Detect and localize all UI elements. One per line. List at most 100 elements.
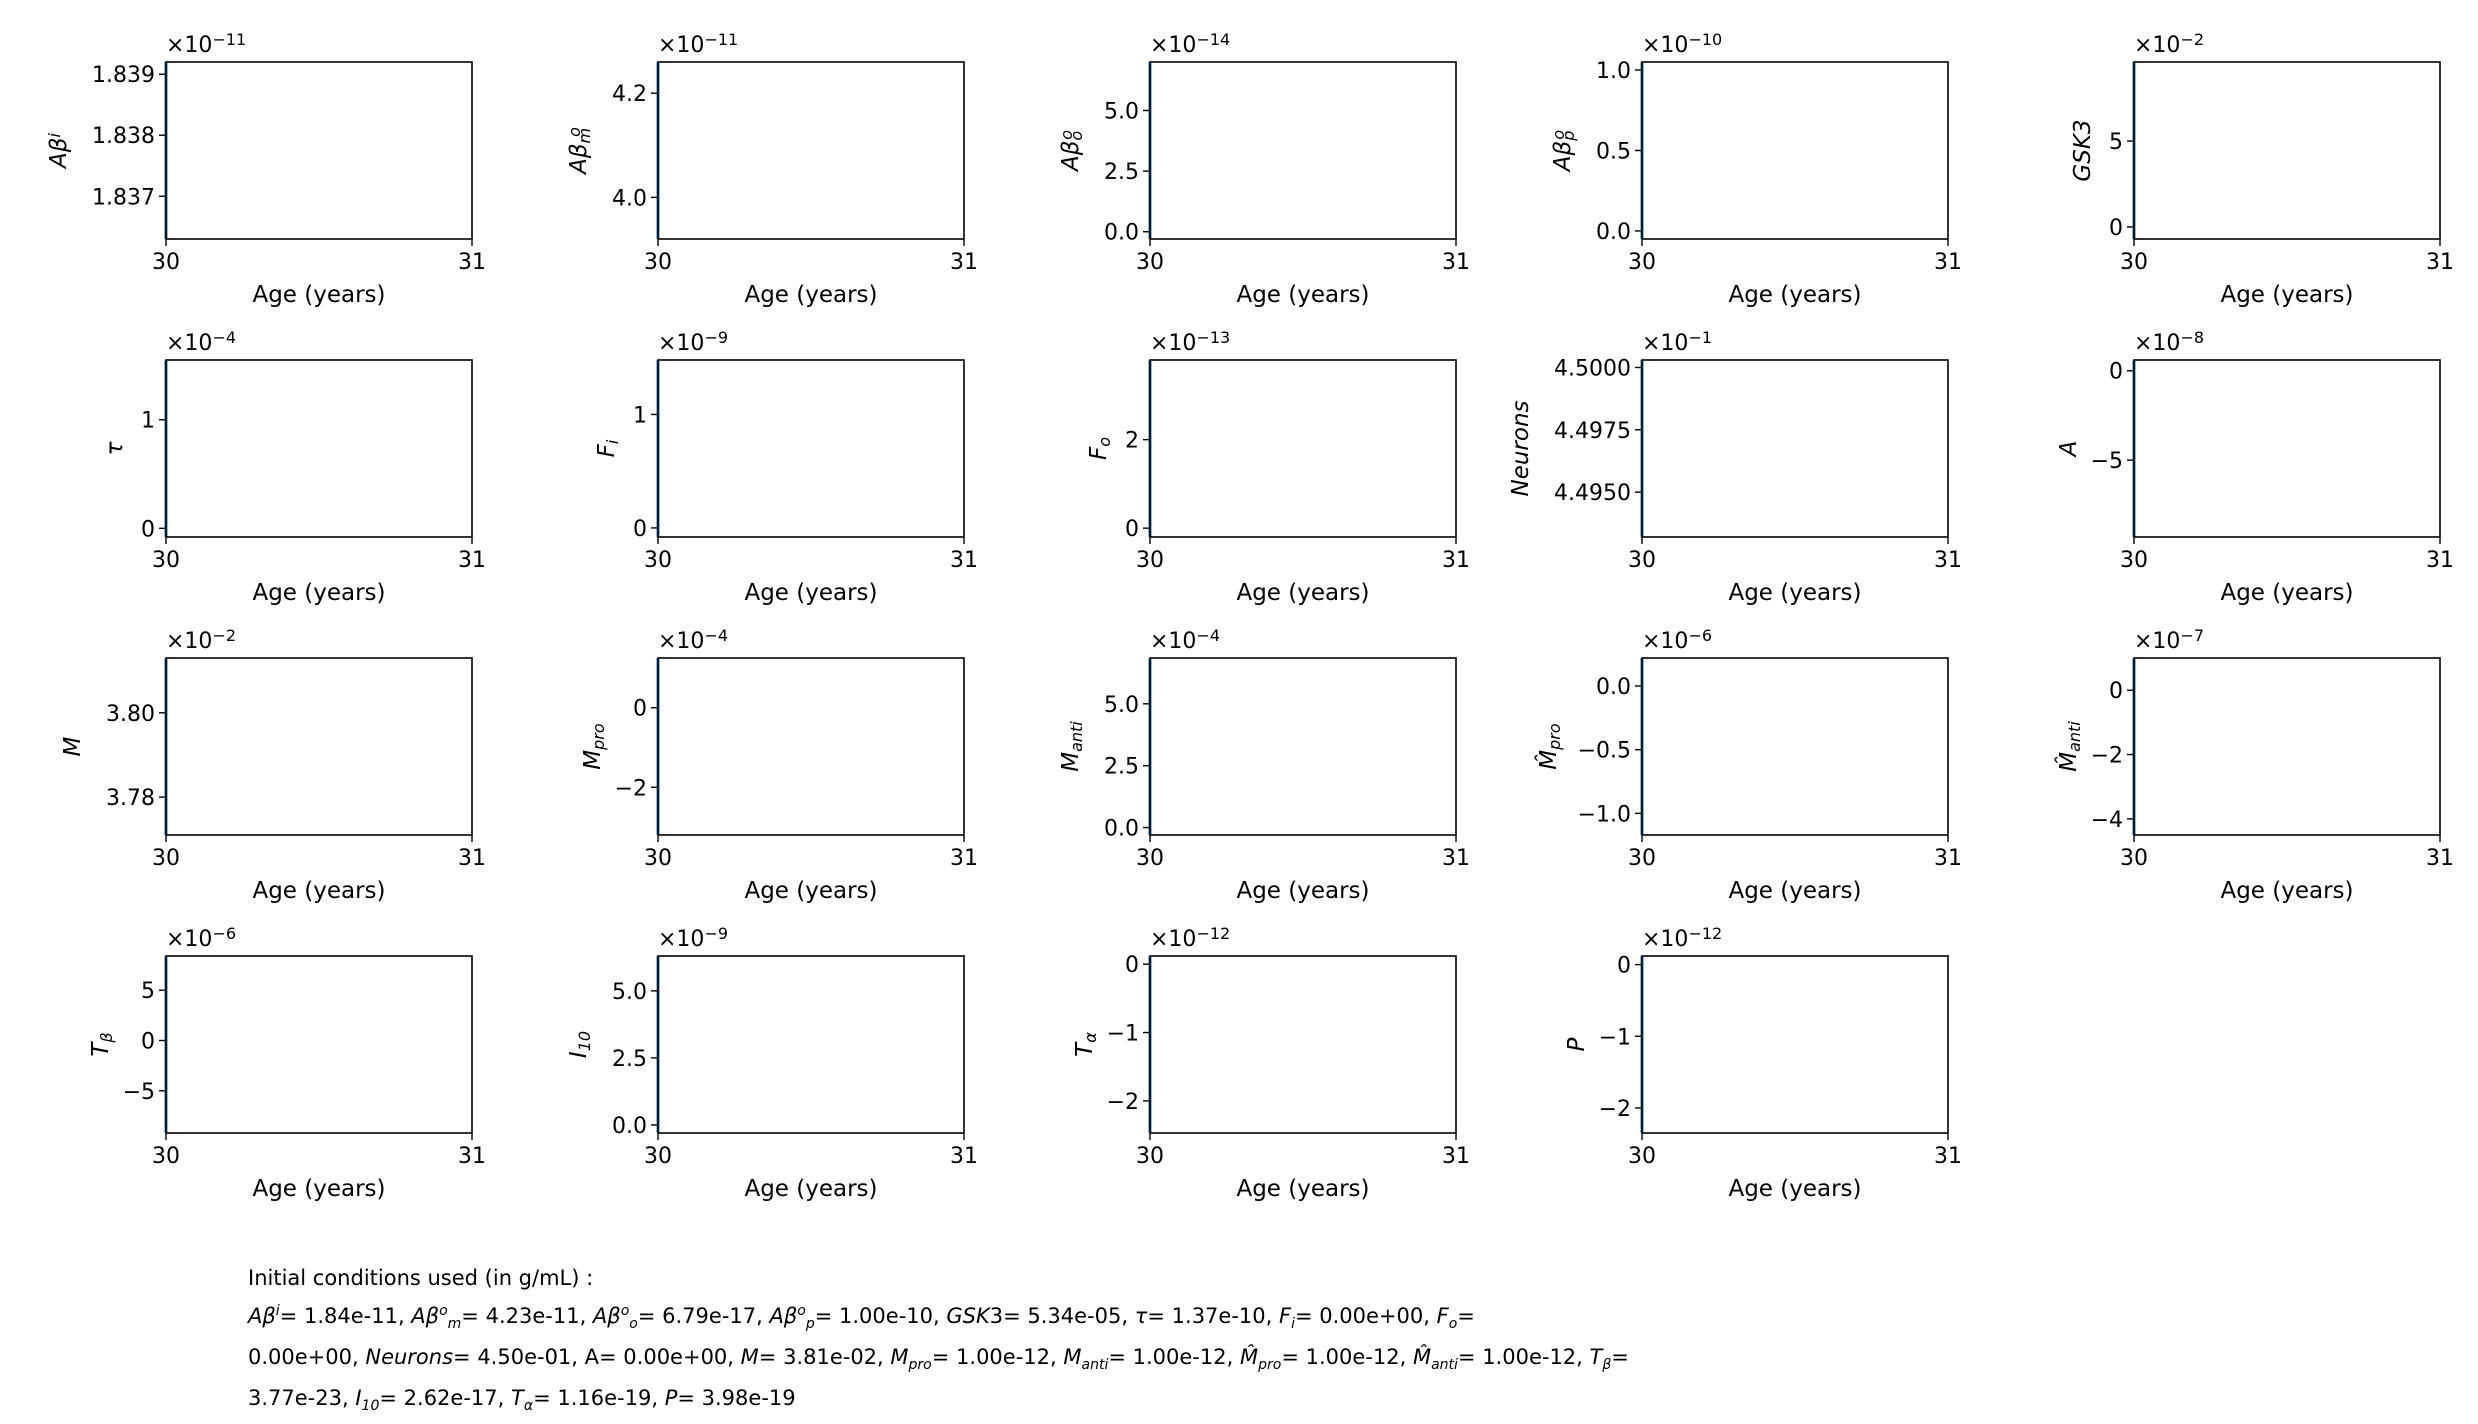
axes-frame <box>657 359 965 538</box>
offset-text: ×10−9 <box>658 924 728 952</box>
axes-frame <box>165 657 473 836</box>
axes-frame <box>2133 657 2441 836</box>
x-tick-label: 31 <box>458 846 486 871</box>
subplot-10: 30 31 −5 0 ×10−8 Age (years) A <box>2056 328 2454 606</box>
x-axis-label: Age (years) <box>252 282 385 308</box>
x-tick-label: 31 <box>458 1144 486 1169</box>
subplot-18: 30 31 −2 −1 0 ×10−12 Age (years) Tα <box>1072 924 1470 1202</box>
x-tick-label: 31 <box>2426 250 2454 275</box>
x-tick-label: 30 <box>1136 250 1164 275</box>
x-tick-label: 31 <box>1934 1144 1962 1169</box>
x-tick-label: 31 <box>950 250 978 275</box>
x-tick-label: 30 <box>1136 1144 1164 1169</box>
y-tick-label: −2 <box>2091 744 2123 769</box>
y-tick-label: 2.5 <box>612 1047 647 1072</box>
subplot-5: 30 31 0 5 ×10−2 Age (years) GSK3 <box>2070 30 2454 308</box>
y-tick-label: 4.4950 <box>1554 481 1631 506</box>
subplot-17: 30 31 0.0 2.5 5.0 ×10−9 Age (years) I10 <box>566 924 978 1202</box>
y-tick-label: 2.5 <box>1104 755 1139 780</box>
offset-text: ×10−11 <box>166 30 246 58</box>
y-tick-label: 5.0 <box>1104 693 1139 718</box>
x-tick-label: 31 <box>950 548 978 573</box>
y-axis-label: M̂pro <box>1535 723 1564 770</box>
offset-text: ×10−12 <box>1150 924 1230 952</box>
y-axis-label: Aβoo <box>1057 130 1086 173</box>
axes-frame <box>2133 61 2441 240</box>
x-axis-label: Age (years) <box>744 1176 877 1202</box>
x-tick-label: 30 <box>1628 548 1656 573</box>
x-axis-label: Age (years) <box>1236 1176 1369 1202</box>
axes-frame <box>657 61 965 240</box>
x-axis-label: Age (years) <box>1728 282 1861 308</box>
x-axis-label: Age (years) <box>1236 878 1369 904</box>
axes-frame <box>1641 61 1949 240</box>
offset-text: ×10−1 <box>1642 328 1712 356</box>
subplot-1: 30 31 1.837 1.838 1.839 ×10−11 Age (years) Aβi <box>45 30 486 308</box>
x-tick-label: 30 <box>1628 250 1656 275</box>
y-tick-label: 1.838 <box>92 124 155 149</box>
x-tick-label: 31 <box>458 548 486 573</box>
x-tick-label: 30 <box>2120 250 2148 275</box>
x-tick-label: 31 <box>1934 846 1962 871</box>
y-tick-label: 4.0 <box>612 186 647 211</box>
offset-text: ×10−11 <box>658 30 738 58</box>
axes-frame <box>657 955 965 1134</box>
x-axis-label: Age (years) <box>1728 878 1861 904</box>
y-tick-label: 0 <box>2109 216 2123 241</box>
y-tick-label: 4.5000 <box>1554 356 1631 381</box>
y-tick-label: 0.0 <box>1596 675 1631 700</box>
x-axis-label: Age (years) <box>252 1176 385 1202</box>
y-axis-label: M̂anti <box>2055 721 2084 772</box>
x-tick-label: 31 <box>1442 1144 1470 1169</box>
y-axis-label: Mpro <box>580 723 608 770</box>
x-tick-label: 30 <box>1628 846 1656 871</box>
x-axis-label: Age (years) <box>2220 282 2353 308</box>
axes-frame <box>165 955 473 1134</box>
subplot-7: 30 31 0 1 ×10−9 Age (years) Fi <box>594 328 978 606</box>
y-axis-label: Tα <box>1072 1032 1100 1057</box>
y-tick-label: −2 <box>615 776 647 801</box>
y-axis-label: I10 <box>566 1031 594 1058</box>
y-axis-label: GSK3 <box>2070 119 2096 181</box>
y-axis-label: Aβi <box>45 133 72 170</box>
y-tick-label: 0 <box>2109 360 2123 385</box>
y-tick-label: 0.0 <box>612 1114 647 1139</box>
y-tick-label: 0 <box>2109 679 2123 704</box>
x-tick-label: 31 <box>1442 250 1470 275</box>
y-tick-label: 5 <box>2109 130 2123 155</box>
x-tick-label: 30 <box>644 250 672 275</box>
y-axis-label: Manti <box>1058 721 1086 772</box>
offset-text: ×10−8 <box>2134 328 2204 356</box>
x-axis-label: Age (years) <box>744 878 877 904</box>
note-line-3: 3.77e-23, I10= 2.62e-17, Tα= 1.16e-19, P… <box>248 1386 796 1415</box>
y-tick-label: 5.0 <box>1104 99 1139 124</box>
y-tick-label: −2 <box>1107 1090 1139 1115</box>
x-tick-label: 30 <box>644 1144 672 1169</box>
x-tick-label: 30 <box>644 846 672 871</box>
x-axis-label: Age (years) <box>252 580 385 606</box>
x-tick-label: 30 <box>2120 846 2148 871</box>
y-axis-label: τ <box>102 441 128 455</box>
y-axis-label: A <box>2056 441 2082 459</box>
axes-frame <box>165 359 473 538</box>
subplot-3: 30 31 0.0 2.5 5.0 ×10−14 Age (years) Aβoo <box>1057 30 1470 308</box>
x-axis-label: Age (years) <box>1236 282 1369 308</box>
x-tick-label: 31 <box>458 250 486 275</box>
y-axis-label: Neurons <box>1508 400 1534 496</box>
y-tick-label: 4.2 <box>612 82 647 107</box>
subplot-8: 30 31 0 2 ×10−13 Age (years) Fo <box>1086 328 1470 606</box>
subplot-6: 30 31 0 1 ×10−4 Age (years) τ <box>102 328 486 606</box>
y-tick-label: 5 <box>141 979 155 1004</box>
x-axis-label: Age (years) <box>1728 580 1861 606</box>
y-tick-label: 0 <box>1125 517 1139 542</box>
axes-frame <box>657 657 965 836</box>
x-tick-label: 31 <box>1934 250 1962 275</box>
subplot-11: 30 31 3.78 3.80 ×10−2 Age (years) M <box>60 626 486 904</box>
x-tick-label: 30 <box>152 250 180 275</box>
y-tick-label: 3.80 <box>106 702 155 727</box>
x-tick-label: 30 <box>1628 1144 1656 1169</box>
note-line-2: 0.00e+00, Neurons= 4.50e-01, A= 0.00e+00… <box>248 1345 1629 1374</box>
offset-text: ×10−4 <box>1150 626 1220 654</box>
offset-text: ×10−12 <box>1642 924 1722 952</box>
offset-text: ×10−4 <box>166 328 236 356</box>
